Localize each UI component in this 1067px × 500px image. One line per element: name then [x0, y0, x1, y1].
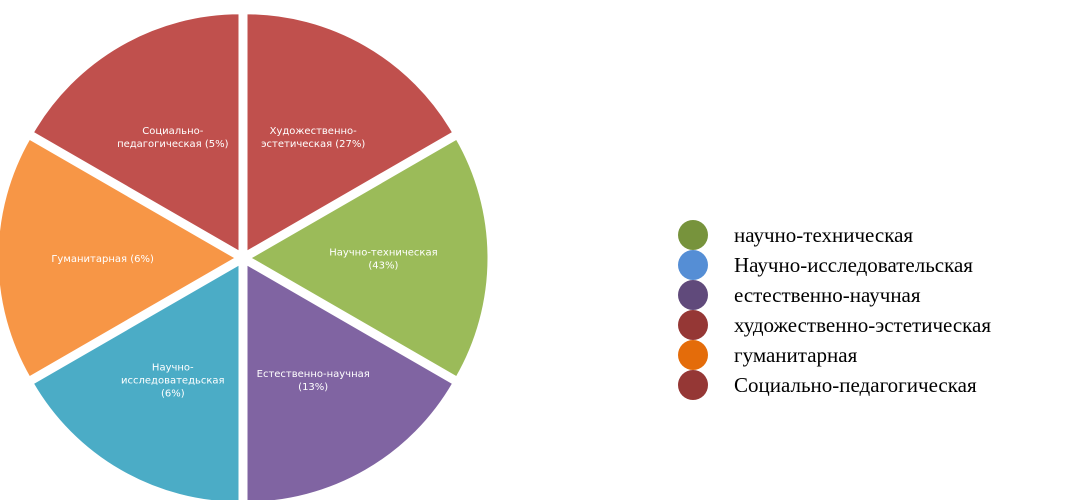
- legend-label: естественно-научная: [734, 282, 921, 307]
- legend-swatch: [678, 250, 708, 280]
- slice-label-line: Научно-техническая: [329, 248, 437, 259]
- slice-label-line: педагогическая (5%): [117, 139, 229, 150]
- legend-swatch: [678, 340, 708, 370]
- pie-slice: [246, 135, 491, 381]
- slice-label-line: (6%): [161, 389, 185, 400]
- slice-label-line: Научно-: [152, 363, 194, 374]
- slice-label-line: эстетическая (27%): [261, 139, 365, 150]
- pie-slice: [244, 260, 456, 500]
- pie-slice: [30, 260, 242, 500]
- slice-data-label: Научно-исследоватедьская (6%): [121, 363, 225, 400]
- legend-swatch: [678, 280, 708, 310]
- slice-label-line: исследоватедьская: [121, 376, 225, 387]
- legend-label: Научно-исследовательская: [734, 252, 973, 277]
- slice-label-line: Социально-: [142, 126, 203, 137]
- legend-item: Научно-исследовательская: [678, 250, 1067, 280]
- chart-legend: научно-техническая Научно-исследовательс…: [678, 220, 1067, 400]
- legend-label: научно-техническая: [734, 222, 914, 247]
- legend-item: научно-техническая: [678, 220, 1067, 250]
- legend-item: естественно-научная: [678, 280, 1067, 310]
- pie-slice: [30, 11, 242, 256]
- slice-data-label: Научно-техническая (43%): [329, 248, 437, 272]
- pie-slice: [244, 11, 456, 256]
- legend-label: Социально-педагогическая: [734, 372, 977, 397]
- slice-label-line: Художественно-: [270, 126, 358, 137]
- slice-data-label: Социально-педагогическая (5%): [117, 126, 229, 150]
- legend-item: гуманитарная: [678, 340, 1067, 370]
- slice-label-line: (13%): [298, 382, 328, 393]
- slice-label-line: (43%): [368, 261, 398, 272]
- slice-data-label: Художественно-эстетическая (27%): [261, 126, 365, 150]
- legend-label: гуманитарная: [734, 342, 858, 367]
- slice-data-label: Гуманитарная (6%): [51, 254, 154, 265]
- pie-chart-svg: Художественно-эстетическая (27%) Научно-т…: [0, 11, 491, 500]
- legend-item: художественно-эстетическая: [678, 310, 1067, 340]
- legend-swatch: [678, 310, 708, 340]
- slice-data-label: Естественно-научная (13%): [257, 369, 370, 393]
- legend-swatch: [678, 220, 708, 250]
- slice-label-line: Гуманитарная (6%): [51, 254, 154, 265]
- slice-label-line: Естественно-научная: [257, 369, 370, 380]
- legend-label: художественно-эстетическая: [734, 312, 992, 337]
- pie-slice: [0, 135, 241, 381]
- legend-swatch: [678, 370, 708, 400]
- legend-item: Социально-педагогическая: [678, 370, 1067, 400]
